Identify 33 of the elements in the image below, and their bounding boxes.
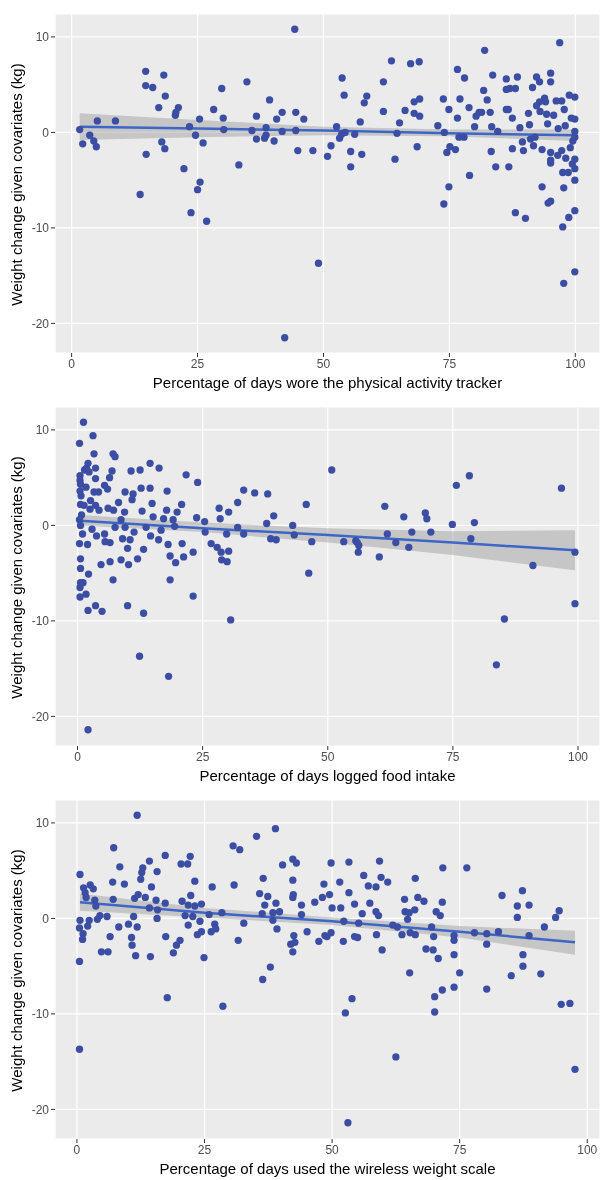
x-tick-label: 75 [442, 356, 457, 371]
x-tick-label: 0 [74, 749, 82, 764]
x-tick-label: 50 [321, 749, 335, 764]
x-tick-label: 100 [577, 1142, 598, 1157]
x-tick-label: 25 [195, 749, 210, 764]
y-tick-label: -10 [31, 614, 50, 629]
x-tick-label: 50 [325, 1142, 340, 1157]
x-tick-label: 0 [68, 356, 76, 371]
y-tick-label: 10 [35, 423, 50, 438]
y-tick-label: -20 [31, 316, 50, 331]
y-tick-label: 0 [42, 911, 50, 926]
y-axis-title: Weight change given covariates (kg) [7, 849, 25, 1092]
x-axis-title: Percentage of days logged food intake [199, 767, 456, 784]
x-tick-label: 75 [446, 749, 460, 764]
x-tick-label: 50 [316, 356, 331, 371]
x-tick-label: 25 [190, 356, 205, 371]
y-axis-title: Weight change given covariates (kg) [7, 63, 25, 306]
y-tick-label: 10 [35, 30, 50, 45]
x-tick-label: 0 [73, 1142, 81, 1157]
x-axis-title: Percentage of days used the wireless weight scale [159, 1160, 496, 1177]
x-tick-label: 25 [197, 1142, 212, 1157]
y-tick-label: -20 [31, 709, 50, 724]
y-tick-label: 10 [35, 816, 50, 831]
y-tick-label: 0 [42, 125, 50, 140]
y-tick-label: -20 [31, 1102, 50, 1117]
x-tick-label: 100 [567, 749, 589, 764]
x-tick-label: 100 [565, 356, 586, 371]
y-tick-label: 0 [42, 518, 50, 533]
x-tick-label: 75 [452, 1142, 467, 1157]
y-axis-title: Weight change given covariates (kg) [7, 456, 25, 699]
x-axis-title: Percentage of days wore the physical activity tracker [152, 374, 503, 391]
y-tick-label: -10 [31, 1007, 50, 1022]
y-tick-label: -10 [31, 221, 50, 236]
